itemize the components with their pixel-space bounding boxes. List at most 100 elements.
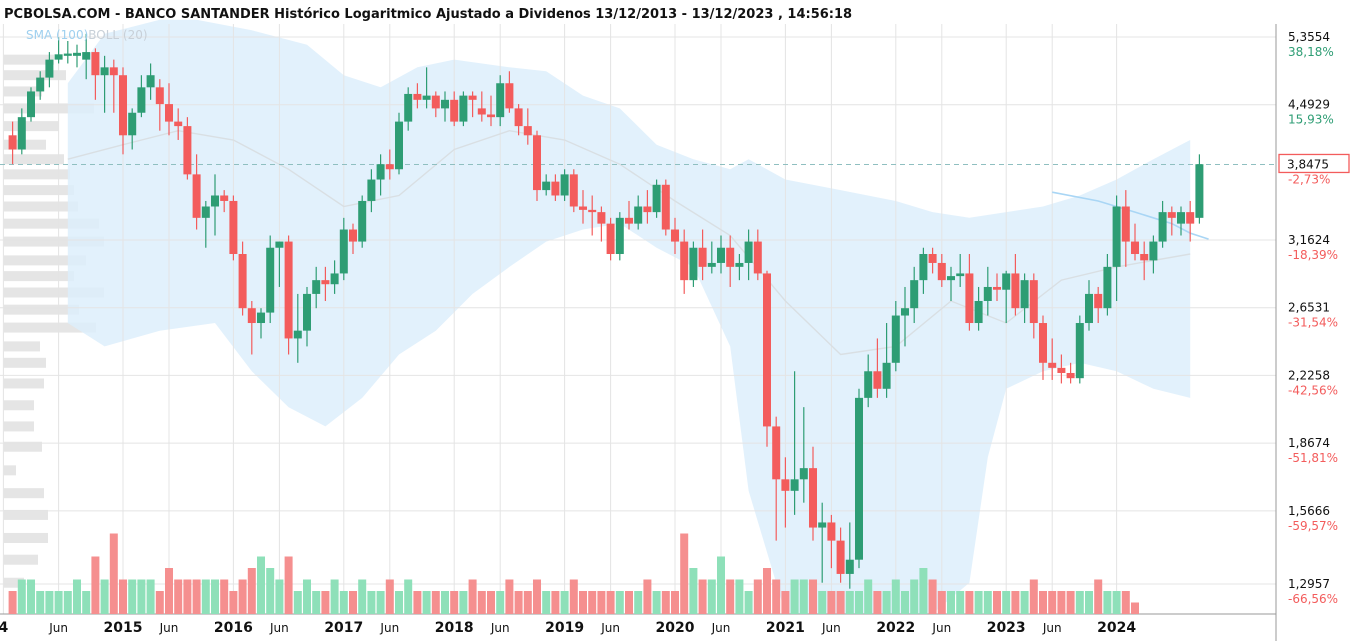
candle-body	[772, 426, 781, 480]
candle-body	[523, 126, 532, 136]
x-tick-label: 2023	[987, 620, 1026, 636]
volume-bar	[367, 591, 376, 614]
volume-bar	[763, 568, 771, 614]
candle-body	[1020, 280, 1029, 309]
candle	[818, 502, 827, 583]
volume-bar	[54, 591, 63, 614]
volume-bar	[17, 579, 26, 614]
candle-body	[910, 280, 919, 309]
volume-bar	[128, 579, 137, 614]
volume-profile	[4, 54, 104, 588]
candle	[965, 254, 974, 331]
candle-body	[1066, 372, 1075, 379]
volume-bar	[1011, 591, 1020, 614]
volume-bar	[873, 591, 882, 614]
candle-body	[1011, 273, 1020, 309]
candle	[523, 108, 532, 145]
candle-body	[468, 95, 477, 100]
candle-body	[349, 229, 357, 242]
candle-body	[54, 54, 63, 60]
candle	[8, 121, 17, 165]
candle-body	[993, 286, 1001, 290]
candle-body	[615, 217, 624, 255]
x-tick-label: 2016	[214, 620, 253, 636]
x-tick-label: 2017	[324, 620, 363, 636]
volume-profile-bar	[4, 287, 104, 298]
candle-body	[73, 52, 81, 56]
candle-body	[247, 308, 256, 324]
volume-profile-bar	[4, 70, 66, 81]
volume-bar	[441, 591, 449, 614]
volume-bar	[137, 579, 146, 614]
candle	[146, 63, 155, 100]
candle-body	[882, 362, 891, 389]
candle	[671, 217, 679, 255]
candle	[606, 217, 615, 261]
volume-bar	[459, 591, 468, 614]
volume-profile-bar	[4, 304, 79, 315]
candle-body	[763, 273, 771, 427]
candle	[717, 235, 725, 274]
candle	[1195, 154, 1204, 224]
candle	[790, 371, 799, 515]
candle	[505, 71, 514, 113]
candle	[82, 33, 91, 80]
candle	[763, 270, 771, 447]
candles	[8, 33, 1204, 589]
candle	[431, 91, 440, 118]
candle-body	[533, 135, 541, 191]
candle-body	[183, 126, 192, 175]
candle-body	[836, 540, 845, 574]
volume-bar	[358, 579, 367, 614]
volume-bar	[634, 591, 643, 614]
candle-body	[431, 95, 440, 109]
candle-body	[1039, 323, 1047, 363]
svg-text:SMA (100)BOLL (20): SMA (100)BOLL (20)	[26, 28, 148, 42]
candle	[385, 149, 394, 180]
candle	[901, 286, 909, 347]
candle	[165, 83, 173, 136]
x-tick-label: 4	[0, 620, 9, 636]
candle-body	[1094, 293, 1103, 309]
candle	[1020, 273, 1029, 324]
volume-profile-bar	[4, 271, 74, 282]
candle-body	[404, 93, 413, 122]
candle-body	[569, 174, 578, 207]
volume-bar	[312, 591, 321, 614]
volume-bar	[689, 568, 698, 614]
candle-body	[1131, 241, 1139, 255]
x-tick-label: Jun	[931, 621, 951, 635]
candle	[413, 83, 422, 109]
candle-body	[974, 300, 983, 324]
volume-bar	[330, 579, 339, 614]
volume-bars	[8, 533, 1139, 614]
volume-bar	[1075, 591, 1084, 614]
volume-bar	[431, 591, 440, 614]
volume-bar	[606, 591, 615, 614]
candle	[993, 273, 1001, 301]
candle-body	[551, 181, 560, 196]
volume-bar	[772, 579, 781, 614]
volume-bar	[643, 579, 652, 614]
y-tick-label: 1,8674	[1288, 436, 1330, 450]
volume-bar	[119, 579, 127, 614]
y-tick-pct: -51,81%	[1288, 451, 1338, 465]
volume-bar	[523, 591, 532, 614]
candle-body	[1167, 212, 1176, 218]
candle	[54, 37, 63, 64]
candle	[1149, 235, 1158, 274]
volume-bar	[744, 591, 753, 614]
volume-bar	[211, 579, 219, 614]
volume-bar	[533, 579, 541, 614]
volume-profile-bar	[4, 103, 94, 114]
candle	[974, 286, 983, 331]
volume-profile-bar	[4, 201, 78, 212]
candle	[293, 293, 302, 363]
volume-bar	[339, 591, 348, 614]
last-price-label: 3,8475	[1287, 157, 1329, 171]
volume-bar	[726, 579, 735, 614]
candle-body	[358, 200, 367, 242]
candle	[496, 75, 505, 127]
x-tick-label: 2019	[545, 620, 584, 636]
candle-body	[275, 241, 284, 248]
